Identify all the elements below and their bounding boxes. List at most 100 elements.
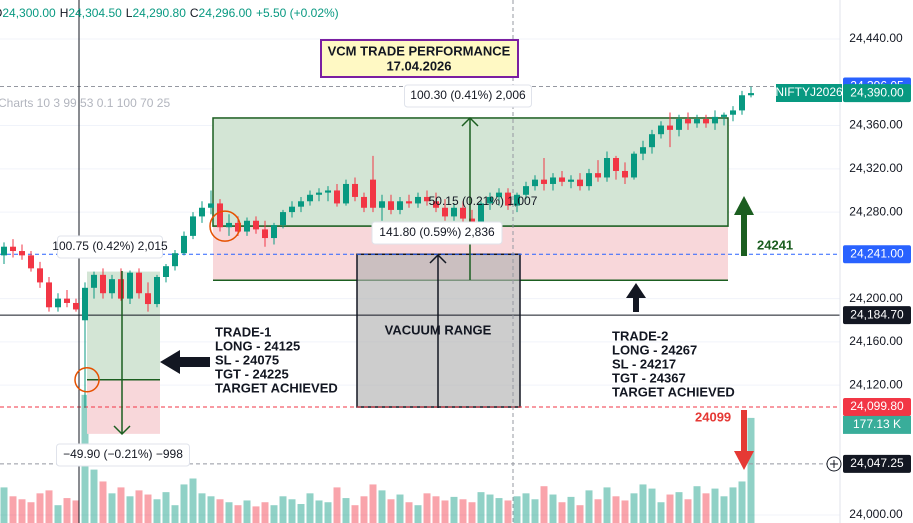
candle-body bbox=[19, 251, 25, 256]
volume-bar bbox=[198, 493, 206, 523]
volume-bar bbox=[126, 496, 134, 523]
volume-bar bbox=[342, 498, 350, 523]
volume-bar bbox=[594, 499, 602, 523]
candle-body bbox=[163, 266, 169, 277]
candle-body bbox=[487, 196, 493, 204]
y-tick-label: 24,360.00 bbox=[849, 118, 903, 132]
candle-body bbox=[37, 268, 43, 283]
volume-bar bbox=[657, 502, 665, 523]
volume-bar bbox=[144, 494, 152, 523]
candle-body bbox=[478, 203, 484, 223]
candle-body bbox=[424, 196, 430, 202]
candle-body bbox=[721, 114, 727, 117]
candle-body bbox=[64, 298, 70, 303]
price-label: 24,099.80 bbox=[850, 399, 904, 413]
candle-body bbox=[388, 201, 394, 210]
volume-bar bbox=[738, 481, 746, 523]
candle-body bbox=[190, 216, 196, 236]
volume-bar bbox=[522, 493, 530, 523]
price-axis-labels: 24,440.00 24,360.00 24,320.00 24,280.00 24,2… bbox=[843, 31, 911, 521]
volume-label: 177.13 K bbox=[853, 417, 901, 431]
label: O bbox=[0, 6, 2, 20]
ohlc-header: O24,300.00 H24,304.50 L24,290.80 C24,296.00… bbox=[0, 6, 339, 20]
volume-bar bbox=[90, 469, 98, 523]
volume-bar bbox=[720, 496, 728, 523]
candle-body bbox=[550, 177, 556, 184]
indicator: Charts 10 3 99 53 0.1 100 70 25 bbox=[0, 96, 170, 110]
volume-bar bbox=[477, 492, 485, 523]
trade-note: TRADE-2 bbox=[612, 328, 668, 343]
volume-bar bbox=[666, 494, 674, 523]
candle-body bbox=[712, 116, 718, 124]
volume-bar bbox=[423, 493, 431, 523]
volume-bar bbox=[378, 490, 386, 523]
volume-bar bbox=[693, 486, 701, 523]
candle-body bbox=[748, 93, 754, 96]
value: 24,300.00 bbox=[2, 6, 56, 20]
volume-bar bbox=[351, 505, 359, 523]
candle-body bbox=[559, 177, 565, 182]
title-box bbox=[320, 39, 519, 78]
volume-bar bbox=[99, 481, 107, 523]
volume-bar bbox=[630, 493, 638, 523]
y-tick-label: 24,120.00 bbox=[849, 377, 903, 391]
candle-body bbox=[352, 183, 358, 197]
volume-bar bbox=[711, 488, 719, 523]
trade-note: LONG - 24267 bbox=[612, 342, 697, 357]
trade-note: LONG - 24125 bbox=[215, 338, 300, 353]
trade-note: TGT - 24367 bbox=[612, 370, 686, 385]
volume-bar bbox=[252, 506, 260, 523]
candle-body bbox=[343, 183, 349, 204]
trade-note: TGT - 24225 bbox=[215, 366, 289, 381]
measure-label: 100.75 (0.42%) 2,015 bbox=[52, 239, 168, 253]
candle-body bbox=[280, 212, 286, 226]
volume-bar bbox=[288, 499, 296, 523]
candle-body bbox=[145, 293, 151, 305]
volume-bar bbox=[549, 494, 557, 523]
candle-body bbox=[46, 282, 52, 308]
candle-body bbox=[433, 201, 439, 208]
y-tick-label: 24,320.00 bbox=[849, 161, 903, 175]
volume-bar bbox=[36, 493, 44, 523]
volume-bar bbox=[180, 484, 188, 523]
volume-bar bbox=[27, 502, 35, 523]
arrow-head bbox=[113, 425, 131, 436]
candle-body bbox=[442, 207, 448, 217]
value: 24,296.00 bbox=[199, 6, 253, 20]
label: H bbox=[60, 6, 69, 20]
volume-bar bbox=[639, 484, 647, 523]
volume-bar bbox=[333, 487, 341, 523]
candle-body bbox=[73, 302, 79, 310]
volume-bar bbox=[72, 500, 80, 523]
candle-body bbox=[523, 186, 529, 195]
volume-bar bbox=[459, 499, 467, 523]
candle-body bbox=[361, 196, 367, 208]
level-note: 24241 bbox=[757, 237, 793, 252]
candle-body bbox=[370, 179, 376, 208]
measure-box bbox=[56, 443, 190, 467]
candle-body bbox=[217, 203, 223, 228]
candle-body bbox=[82, 287, 88, 321]
candle-body bbox=[28, 255, 34, 269]
candle-body bbox=[1, 246, 7, 256]
volume-bar bbox=[387, 499, 395, 523]
volume-bar bbox=[360, 496, 368, 523]
price-label: 24,184.70 bbox=[850, 307, 904, 321]
volume-bar bbox=[18, 499, 26, 523]
volume-bar bbox=[621, 500, 629, 523]
volume-bar bbox=[684, 499, 692, 523]
y-tick-label: 24,200.00 bbox=[849, 291, 903, 305]
candle-body bbox=[451, 207, 457, 217]
candle-body bbox=[298, 201, 304, 207]
volume-bar bbox=[747, 417, 755, 523]
volume-bar bbox=[216, 499, 224, 523]
candle-body bbox=[496, 192, 502, 197]
title: VCM TRADE PERFORMANCE bbox=[328, 43, 511, 58]
candle-body bbox=[595, 173, 601, 178]
y-tick-label: 24,160.00 bbox=[849, 334, 903, 348]
measure-label: 141.80 (0.59%) 2,836 bbox=[379, 225, 495, 239]
trade-note: SL - 24217 bbox=[612, 356, 676, 371]
